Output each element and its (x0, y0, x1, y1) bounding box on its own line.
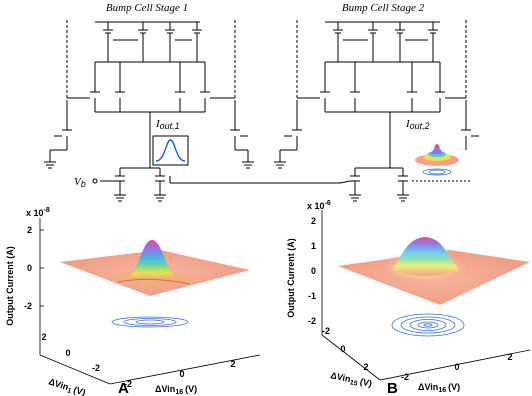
plot-a-contours (111, 316, 189, 328)
plot-a-xlabel-left: ΔVin1(V) (47, 376, 87, 396)
plot-a-exponent: x 10-8 (26, 207, 50, 218)
plot-a-ztick-1: 0 (27, 263, 32, 273)
plot-a-left-tick-0: 2 (41, 332, 46, 342)
plot-a-left-axis (39, 354, 111, 385)
plot-b-front-axis (379, 349, 531, 381)
stage2-transistors (274, 21, 479, 202)
plot-a-front-tick-2: 2 (230, 359, 235, 369)
plot-b-contours (391, 313, 465, 337)
plot-b-ylabel: Output Current (A) (286, 238, 296, 317)
plot-b-front-tick-0: -2 (401, 372, 409, 382)
vb-label: Vb (74, 176, 86, 189)
plot-a-front-axis (109, 354, 261, 385)
plot-b-left-tick-2: 2 (363, 362, 368, 372)
iout1-gaussian-curve (155, 139, 186, 162)
plot-a: x 10-8 2 0 -2 Output Current (A) 2 0 -2 … (5, 207, 261, 396)
plot-b-ztick-1: 1 (311, 241, 316, 251)
plot-b-ztick-3: -1 (308, 291, 316, 301)
plot-a-front-tick-0: -2 (124, 379, 132, 389)
iout2-label: Iout,2 (405, 118, 430, 131)
stage2-title: Bump Cell Stage 2 (342, 2, 425, 14)
plot-b-ztick-2: 0 (311, 266, 316, 276)
plot-b-left-tick-0: -2 (322, 326, 330, 336)
plot-b-left-tick-1: 0 (340, 344, 345, 354)
plot-a-ztick-2: -2 (24, 301, 32, 311)
plot-b-ztick-0: 2 (311, 216, 316, 226)
plot-b-ztick-4: -2 (308, 316, 316, 326)
plot-a-ylabel: Output Current (A) (5, 246, 15, 325)
plot-b-front-tick-1: 0 (454, 362, 459, 372)
plot-b-left-axis (321, 334, 381, 381)
plot-a-ztick-0: 2 (27, 225, 32, 235)
iout2-bump-icon (415, 144, 459, 176)
plot-b-xlabel-front: ΔVin16 (V) (418, 382, 460, 394)
plot-a-left-tick-1: 0 (65, 348, 70, 358)
stage1-title: Bump Cell Stage 1 (106, 2, 188, 14)
iout1-label: Iout,1 (155, 118, 180, 131)
plot-a-left-tick-2: -2 (92, 363, 100, 373)
plot-b-front-tick-2: 2 (507, 352, 512, 362)
panel-label-b: B (387, 380, 398, 396)
stage1-transistors (44, 21, 254, 202)
plot-a-xlabel-front: ΔVin16 (V) (155, 384, 197, 396)
plot-b-exponent: x 10-6 (307, 200, 331, 211)
plot-b: x 10-6 2 1 0 -1 -2 Output Current (A) -2… (286, 200, 531, 396)
panel-label-a: A (118, 380, 129, 396)
plot-a-peak (128, 240, 178, 280)
circuit-schematic: Bump Cell Stage 1 Bump Cell Stage 2 (44, 2, 479, 202)
plot-b-xlabel-left: ΔVin15(V) (329, 370, 373, 390)
plot-a-front-tick-1: 0 (179, 369, 184, 379)
plot-b-peak (392, 237, 460, 276)
